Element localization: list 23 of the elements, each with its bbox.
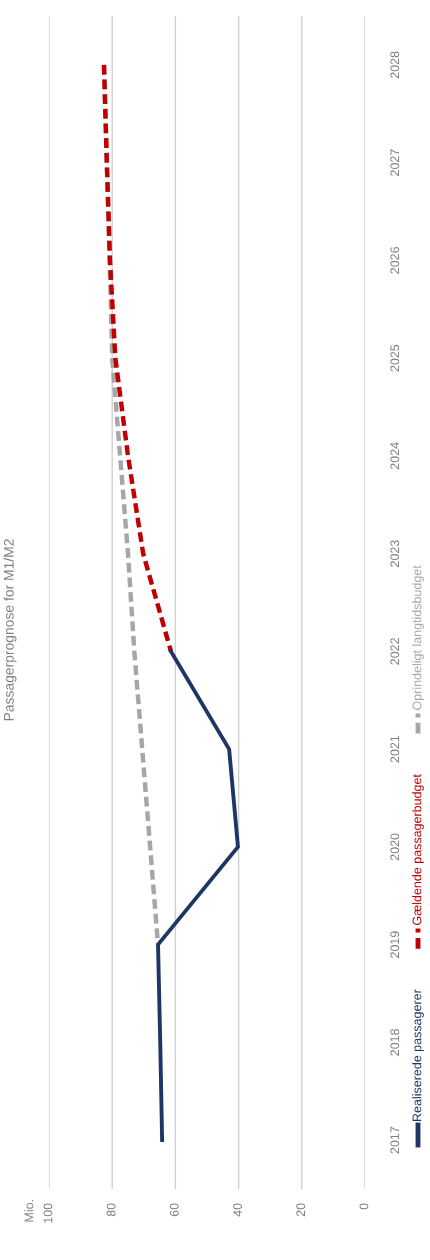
x-tick-label: 80 — [106, 1203, 116, 1217]
text: Oprindeligt langtidsbudget — [412, 565, 424, 710]
y-tick-label: 2025 — [390, 344, 400, 372]
y-tick-label: 2027 — [390, 149, 400, 176]
y-tick-label: 2021 — [390, 735, 400, 763]
y-tick-label: 2020 — [390, 833, 400, 861]
text: Passagerprognose for M1/M2 — [3, 539, 17, 721]
y-tick-label: 2019 — [390, 931, 400, 958]
text: Gældende passagerbudget — [412, 774, 424, 925]
x-tick-label: 40 — [233, 1203, 242, 1217]
x-tick-label: 20 — [296, 1203, 306, 1217]
y-tick-label: 2028 — [390, 51, 400, 79]
y-tick-label: 2018 — [390, 1029, 400, 1056]
y-tick-label: 2017 — [390, 1126, 400, 1154]
y-tick-label: 2024 — [390, 442, 400, 470]
x-tick-label: 0 — [359, 1203, 369, 1210]
y-tick-label: 2023 — [390, 540, 400, 567]
x-tick-label: 100 — [43, 1203, 53, 1223]
y-tick-label: 2026 — [390, 247, 400, 274]
x-tick-label: 60 — [169, 1203, 179, 1217]
y-tick-label: 2022 — [390, 638, 400, 665]
text: Mio. — [24, 1200, 34, 1222]
text: Realiserede passagerer — [412, 989, 424, 1121]
